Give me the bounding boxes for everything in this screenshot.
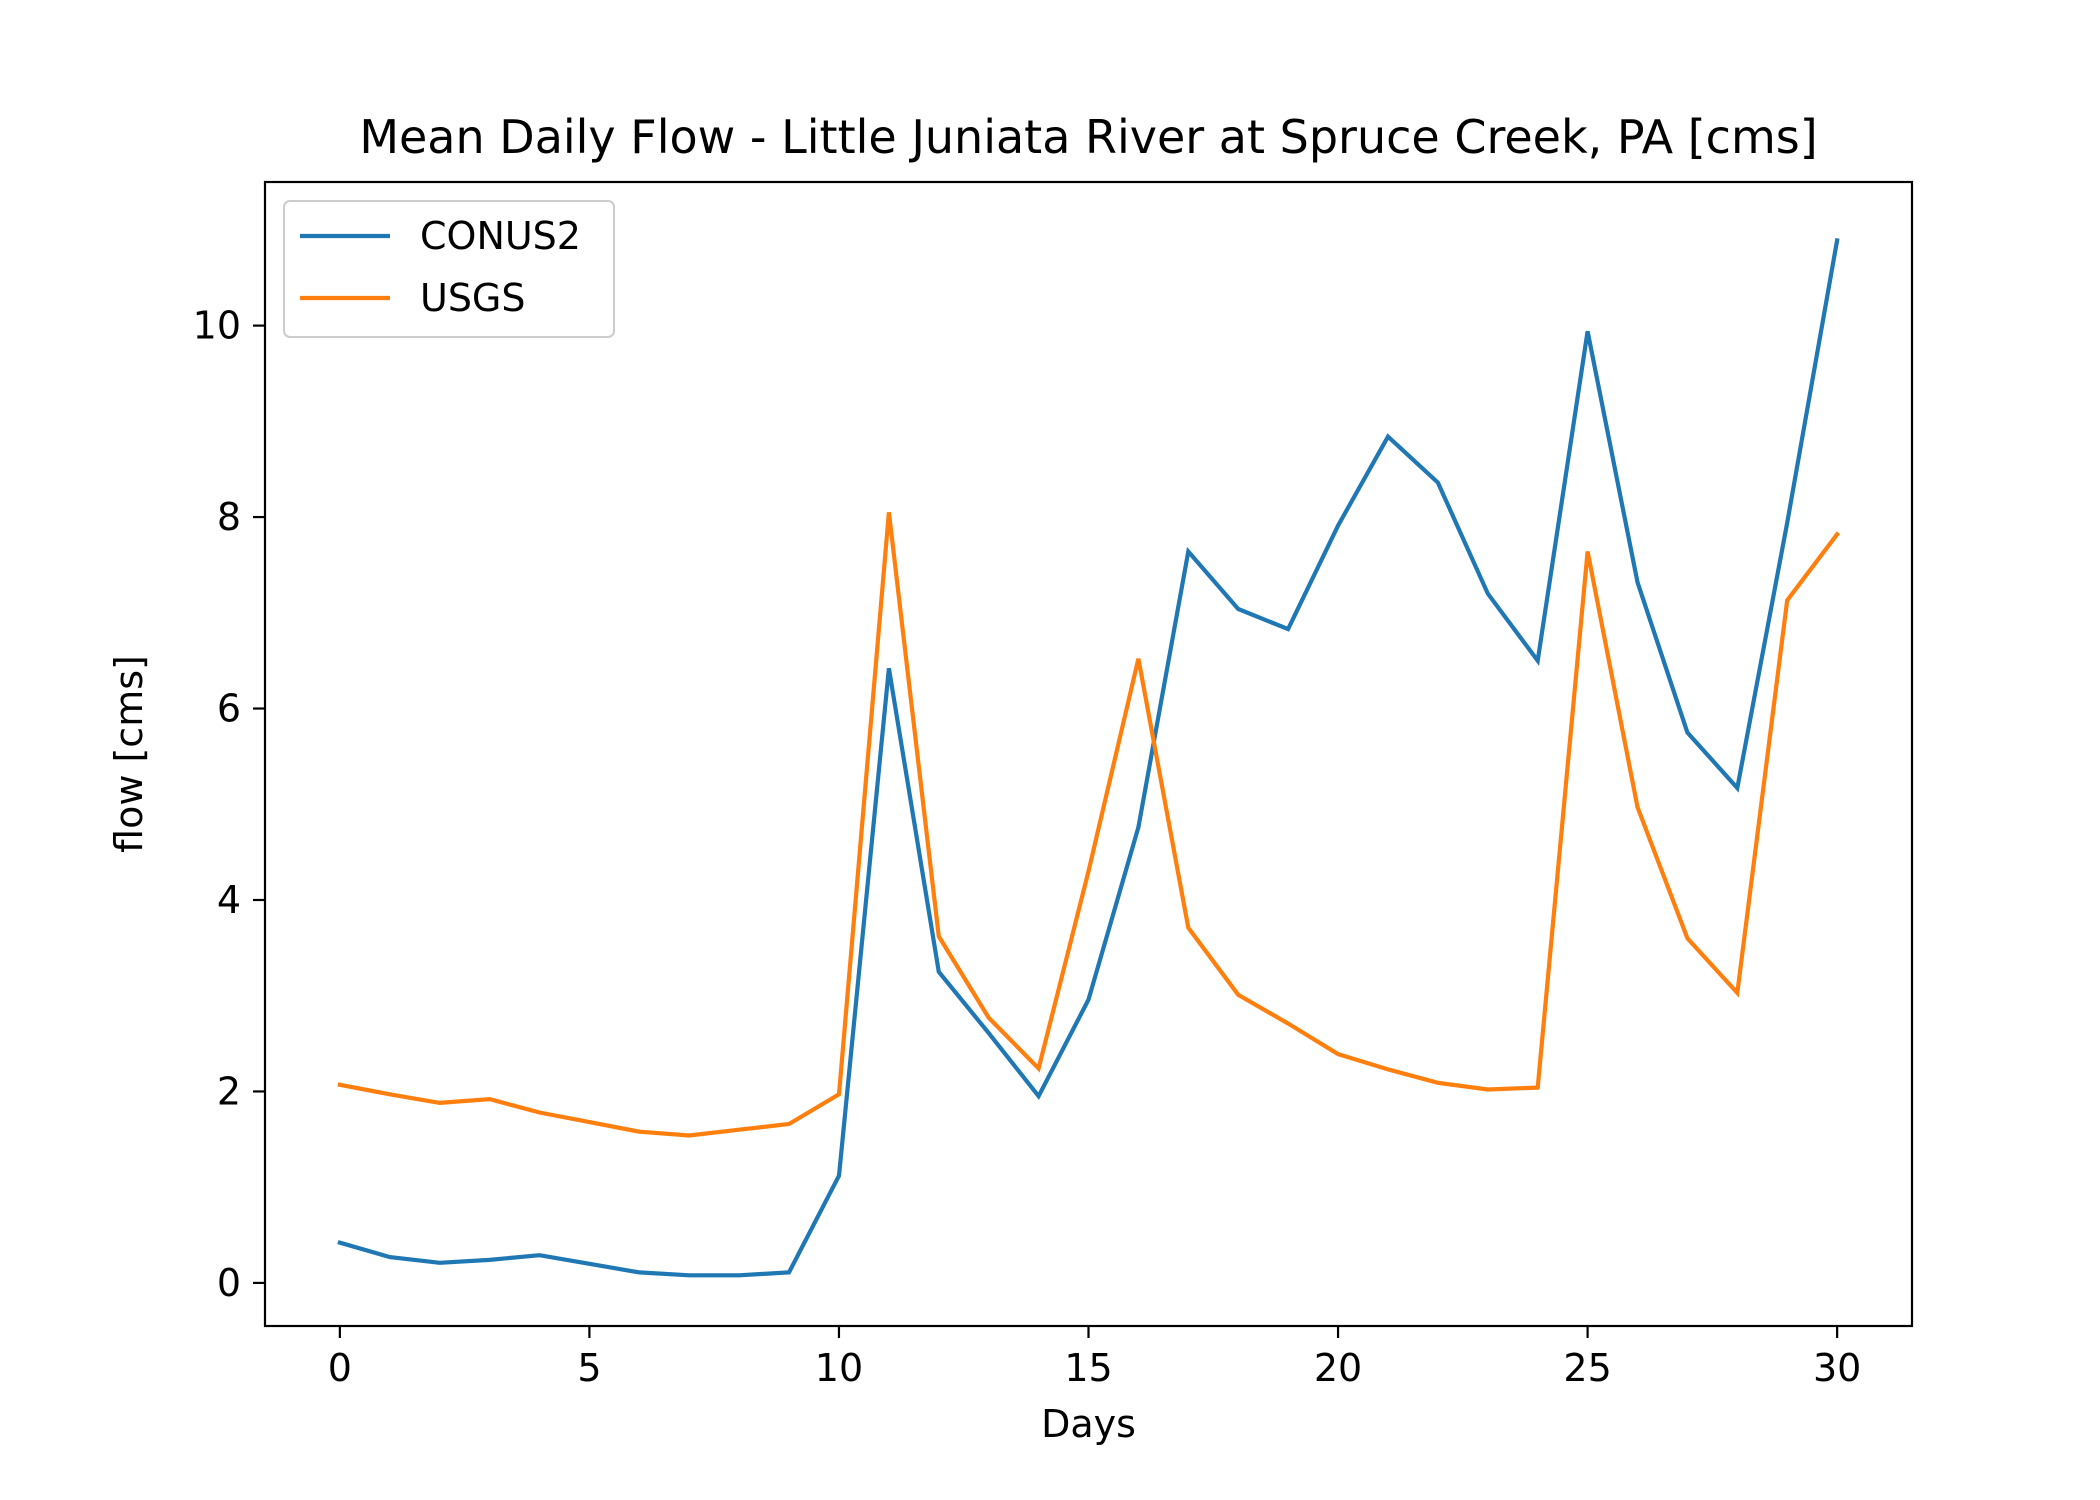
chart-title: Mean Daily Flow - Little Juniata River a…	[359, 110, 1817, 164]
x-tick-label: 0	[328, 1346, 352, 1390]
x-axis-ticks: 0 5 10 15 20 25 30	[328, 1326, 1861, 1390]
x-axis-label: Days	[1041, 1402, 1136, 1446]
y-axis-label: flow [cms]	[107, 655, 151, 853]
series-layer	[337, 237, 1841, 1278]
legend: CONUS2 USGS	[283, 200, 615, 338]
y-tick-label: 4	[217, 878, 241, 922]
x-tick-label: 5	[577, 1346, 601, 1390]
series-line-conus2	[337, 237, 1840, 1278]
series-line-usgs	[337, 512, 1841, 1138]
x-tick-label: 25	[1563, 1346, 1611, 1390]
y-tick-label: 8	[217, 495, 241, 539]
y-tick-label: 10	[193, 304, 241, 348]
legend-label-conus2: CONUS2	[420, 214, 581, 258]
x-tick-label: 20	[1314, 1346, 1362, 1390]
y-axis-ticks: 0 2 4 6 8 10	[193, 304, 265, 1305]
legend-label-usgs: USGS	[420, 276, 526, 320]
x-tick-label: 15	[1064, 1346, 1112, 1390]
y-tick-label: 0	[217, 1261, 241, 1305]
x-tick-label: 30	[1813, 1346, 1861, 1390]
y-tick-label: 6	[217, 687, 241, 731]
x-tick-label: 10	[815, 1346, 863, 1390]
y-tick-label: 2	[217, 1069, 241, 1113]
axes-frame	[263, 180, 1914, 1328]
